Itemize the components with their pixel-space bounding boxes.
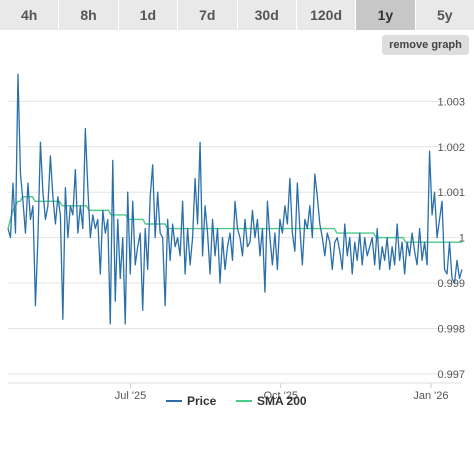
tab-5y[interactable]: 5y xyxy=(415,0,474,30)
y-tick-label: 0.999 xyxy=(437,278,465,290)
chart-grid xyxy=(8,100,462,375)
x-tick-label: Oct '25 xyxy=(263,390,298,402)
series-line-price xyxy=(7,73,463,325)
chart-series xyxy=(7,73,463,325)
remove-graph-button[interactable]: remove graph xyxy=(382,35,469,55)
tab-1d[interactable]: 1d xyxy=(118,0,179,30)
legend-label-price[interactable]: Price xyxy=(187,394,217,408)
y-tick-label: 1.001 xyxy=(437,187,465,199)
y-tick-label: 1.003 xyxy=(437,96,465,108)
x-tick-label: Jul '25 xyxy=(115,390,146,402)
legend-label-sma-200[interactable]: SMA 200 xyxy=(257,394,307,408)
y-tick-label: 1.002 xyxy=(437,142,465,154)
y-axis: 0.997 0.998 0.999 1 1.001 1.002 1.003 xyxy=(437,96,465,381)
tab-7d[interactable]: 7d xyxy=(178,0,238,30)
tab-1y[interactable]: 1y xyxy=(356,0,416,30)
y-tick-label: 1 xyxy=(459,233,465,245)
tab-30d[interactable]: 30d xyxy=(237,0,297,30)
tab-8h[interactable]: 8h xyxy=(59,0,119,30)
x-tick-label: Jan '26 xyxy=(413,390,448,402)
tab-120d[interactable]: 120d xyxy=(296,0,357,30)
y-tick-label: 0.998 xyxy=(437,323,465,335)
y-tick-label: 0.997 xyxy=(437,369,465,381)
x-axis: Jul '25 Oct '25 Jan '26 xyxy=(8,382,462,402)
chart-legend: Price SMA 200 xyxy=(166,394,307,408)
tab-4h[interactable]: 4h xyxy=(0,0,60,30)
timeframe-tab-bar: 4h 8h 1d 7d 30d 120d 1y 5y xyxy=(0,0,474,30)
